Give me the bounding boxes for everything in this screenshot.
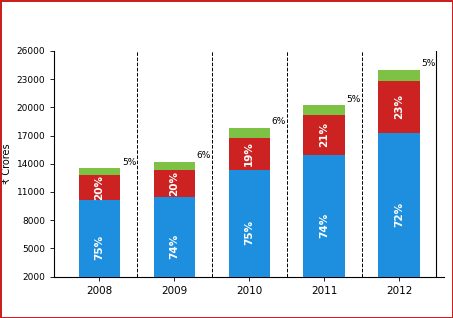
Bar (79, 175, 120, 200)
Text: 20%: 20% (169, 171, 179, 196)
Text: 6%: 6% (272, 117, 286, 126)
Bar (154, 162, 195, 170)
Text: 5%: 5% (122, 158, 136, 167)
Text: 6%: 6% (197, 151, 211, 160)
Bar (229, 138, 270, 170)
Text: 74%: 74% (169, 233, 179, 259)
Bar (378, 81, 419, 133)
Text: 23%: 23% (394, 94, 404, 120)
Text: 5%: 5% (421, 59, 436, 68)
Text: 20%: 20% (94, 175, 104, 200)
Text: 72%: 72% (394, 202, 404, 227)
Bar (229, 128, 270, 138)
Text: 19%: 19% (244, 142, 254, 166)
Bar (304, 115, 345, 155)
Bar (378, 70, 419, 81)
Text: 75%: 75% (244, 220, 254, 245)
Text: 74%: 74% (319, 212, 329, 238)
Text: Distribution Of Value-Added: Distribution Of Value-Added (11, 13, 244, 28)
Bar (304, 106, 345, 115)
Bar (378, 133, 419, 295)
Text: 5%: 5% (347, 95, 361, 104)
Bar (79, 200, 120, 295)
Bar (229, 170, 270, 295)
Text: 75%: 75% (94, 235, 104, 260)
Bar (154, 197, 195, 295)
Bar (304, 155, 345, 295)
Bar (154, 170, 195, 197)
Text: 21%: 21% (319, 122, 329, 148)
Bar (79, 169, 120, 175)
Y-axis label: ₹ Crores: ₹ Crores (2, 143, 12, 184)
